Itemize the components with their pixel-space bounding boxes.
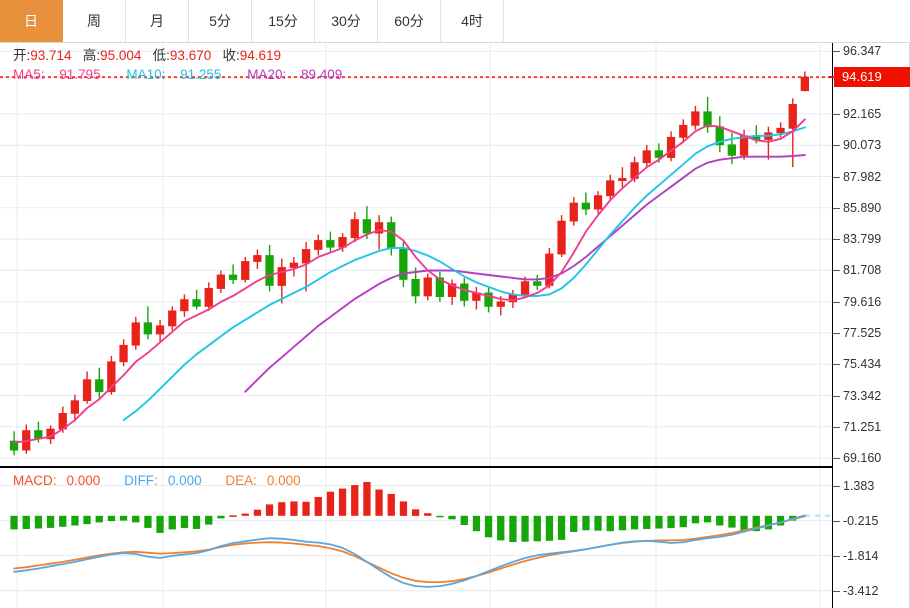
macd-panel: 1.383 -0.215 -1.814 -3.412 [0, 468, 910, 608]
price-tick-label: 87.982 [843, 169, 882, 184]
price-tag-notch [829, 76, 835, 79]
period-tab-5[interactable]: 30分 [315, 0, 378, 42]
price-tick [833, 145, 840, 147]
macd-tick [833, 520, 840, 522]
current-price-tag: 94.619 [829, 67, 910, 88]
period-tab-2[interactable]: 月 [126, 0, 189, 42]
price-tick-label: 96.347 [843, 44, 882, 59]
period-tab-7[interactable]: 4时 [441, 0, 504, 42]
price-tick [833, 176, 840, 178]
price-tick [833, 364, 840, 366]
price-tick-label: 83.799 [843, 232, 882, 247]
macd-tick-label: -1.814 [843, 548, 879, 563]
price-tick [833, 51, 840, 53]
price-tick [833, 207, 840, 209]
price-tick-label: 71.251 [843, 419, 882, 434]
price-tick-label: 85.890 [843, 200, 882, 215]
period-tab-6[interactable]: 60分 [378, 0, 441, 42]
price-tick-label: 77.525 [843, 325, 882, 340]
panel-divider [0, 466, 833, 468]
tab-bar-filler [504, 0, 910, 42]
period-tab-bar: 日 周 月 5分 15分 30分 60分 4时 [0, 0, 910, 43]
price-tick [833, 332, 840, 334]
period-tab-label: 60分 [394, 13, 424, 29]
macd-axis: 1.383 -0.215 -1.814 -3.412 [833, 468, 910, 608]
price-tick [833, 239, 840, 241]
macd-tick [833, 555, 840, 557]
price-tick-label: 79.616 [843, 294, 882, 309]
period-tab-label: 5分 [209, 13, 231, 29]
price-tick-label: 81.708 [843, 263, 882, 278]
macd-tick-label: -3.412 [843, 583, 879, 598]
price-tick-label: 92.165 [843, 106, 882, 121]
period-tab-1[interactable]: 周 [63, 0, 126, 42]
macd-tick [833, 590, 840, 592]
macd-tick [833, 485, 840, 487]
period-tab-label: 月 [150, 13, 164, 29]
price-tick-label: 75.434 [843, 357, 882, 372]
period-tab-4[interactable]: 15分 [252, 0, 315, 42]
period-tab-label: 日 [24, 13, 38, 29]
macd-tick-label: -0.215 [843, 513, 879, 528]
price-tick-label: 73.342 [843, 388, 882, 403]
price-panel: 96.347 94.619 92.165 90.073 87.982 85.890 83.7… [0, 43, 910, 468]
period-tab-label: 4时 [461, 13, 483, 29]
price-tick [833, 458, 840, 460]
macd-tick-label: 1.383 [843, 478, 875, 493]
price-tick-label: 69.160 [843, 451, 882, 466]
price-tick [833, 301, 840, 303]
price-axis: 96.347 94.619 92.165 90.073 87.982 85.890 83.7… [829, 43, 910, 468]
period-tab-label: 30分 [331, 13, 361, 29]
period-tab-0[interactable]: 日 [0, 0, 63, 42]
macd-plot-area[interactable] [0, 468, 833, 608]
price-tick-label: 90.073 [843, 138, 882, 153]
price-tick [833, 395, 840, 397]
price-plot-area[interactable] [0, 43, 833, 468]
price-tick [833, 113, 840, 115]
price-tick [833, 426, 840, 428]
price-tick [833, 270, 840, 272]
period-tab-label: 15分 [268, 13, 298, 29]
period-tab-3[interactable]: 5分 [189, 0, 252, 42]
period-tab-label: 周 [87, 13, 101, 29]
